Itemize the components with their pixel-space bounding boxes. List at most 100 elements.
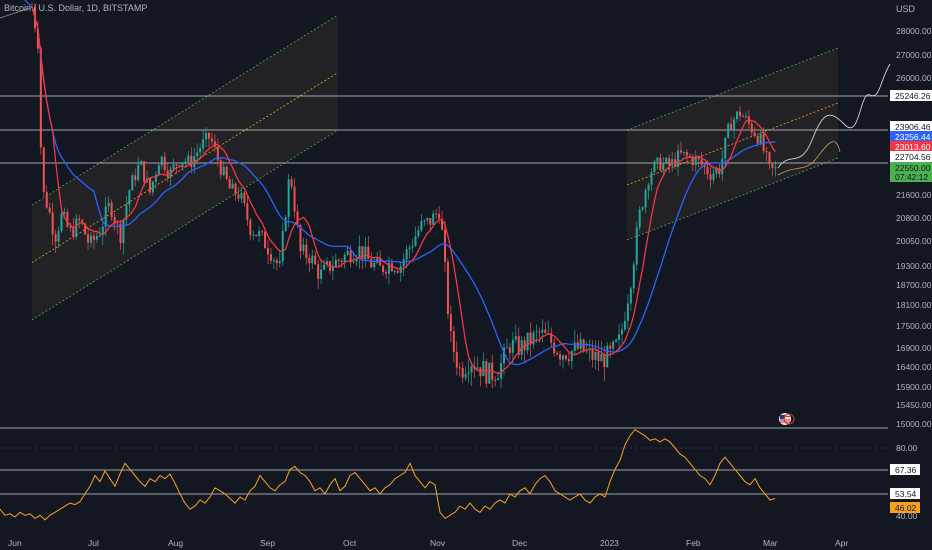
time-tick: Mar — [763, 538, 778, 548]
candle — [629, 286, 632, 312]
candle — [116, 220, 119, 235]
candle — [612, 340, 615, 352]
candle — [632, 260, 635, 294]
candle — [744, 111, 747, 119]
candle — [417, 225, 420, 239]
candle — [573, 330, 576, 357]
candle — [682, 151, 685, 156]
candle — [444, 221, 446, 273]
time-tick: Aug — [168, 538, 183, 548]
candle — [202, 130, 205, 154]
candle — [199, 143, 202, 159]
candle — [550, 327, 553, 348]
candle — [302, 237, 305, 256]
price-tick: 28000.00 — [896, 26, 932, 36]
candle — [337, 257, 340, 267]
candle — [134, 168, 137, 187]
candle — [668, 154, 671, 173]
candle — [57, 226, 60, 249]
candle — [585, 341, 588, 354]
candle — [42, 146, 45, 197]
svg-text:23256.44: 23256.44 — [895, 132, 931, 142]
price-tick: 15450.00 — [896, 400, 932, 410]
candle — [358, 235, 361, 269]
svg-text:67.36: 67.36 — [895, 465, 917, 475]
candle — [261, 230, 264, 236]
candle — [278, 250, 281, 268]
candle — [653, 159, 656, 174]
candle — [709, 167, 712, 189]
flag-icon-2[interactable] — [783, 413, 795, 425]
rsi-label: 53.54 — [890, 488, 920, 499]
candle — [385, 269, 387, 280]
candles — [31, 2, 777, 389]
candle — [588, 339, 591, 362]
candle — [272, 257, 275, 270]
candle — [635, 221, 638, 271]
candle — [275, 257, 278, 271]
candle — [92, 230, 95, 250]
candle — [326, 257, 328, 268]
candle — [455, 341, 458, 376]
candle — [618, 324, 621, 351]
svg-text:07:42:12: 07:42:12 — [895, 172, 928, 182]
price-tick: 21600.00 — [896, 190, 932, 200]
candle — [231, 178, 234, 189]
candle — [331, 255, 334, 280]
candle — [768, 151, 771, 170]
candle — [151, 180, 154, 196]
candle — [390, 258, 393, 273]
candle — [343, 252, 346, 269]
candle — [615, 338, 618, 344]
candle — [296, 204, 299, 228]
price-tick: 18700.00 — [896, 280, 932, 290]
candle — [718, 163, 721, 178]
candle — [184, 158, 187, 168]
price-tick: 20800.00 — [896, 213, 932, 223]
candle — [90, 232, 92, 248]
candle — [467, 359, 470, 383]
price-tick: 27000.00 — [896, 50, 932, 60]
trend-line — [0, 7, 31, 19]
candle — [340, 258, 343, 268]
price-tick: 16400.00 — [896, 362, 932, 372]
candle — [72, 217, 75, 240]
candle — [163, 152, 166, 175]
candle — [249, 218, 252, 241]
candle — [119, 219, 122, 250]
candle — [591, 340, 594, 368]
time-tick: 2023 — [600, 538, 619, 548]
rsi-tick: 40.00 — [896, 511, 918, 521]
candle — [656, 156, 659, 170]
price-tick: 17500.00 — [896, 321, 932, 331]
rsi-label: 46.02 — [890, 502, 920, 513]
flag-icon[interactable] — [779, 413, 791, 425]
candle — [317, 259, 320, 290]
candle — [541, 319, 544, 343]
candle — [284, 214, 287, 233]
price-label: 23256.44 — [890, 131, 932, 142]
candle — [399, 262, 402, 282]
candle — [523, 336, 526, 363]
ma-slow-line — [24, 0, 776, 366]
price-label: 07:42:12 — [890, 171, 932, 182]
candle — [452, 326, 455, 363]
candle — [334, 253, 337, 268]
candle — [564, 354, 567, 362]
candle — [243, 191, 246, 207]
candle — [87, 227, 90, 251]
candle — [320, 259, 323, 284]
time-tick: Jul — [88, 538, 99, 548]
candle — [570, 349, 573, 370]
candle — [110, 199, 113, 221]
candle — [66, 208, 69, 229]
channel-2023-lower — [626, 157, 839, 241]
candle — [101, 218, 104, 245]
price-label: 23906.46 — [890, 121, 932, 132]
symbol-title[interactable]: Bitcoin / U.S. Dollar, 1D, BITSTAMP — [4, 3, 148, 13]
candle — [113, 213, 116, 231]
rsi-line — [0, 428, 776, 521]
price-tick: 20050.00 — [896, 236, 932, 246]
candle — [149, 177, 151, 196]
